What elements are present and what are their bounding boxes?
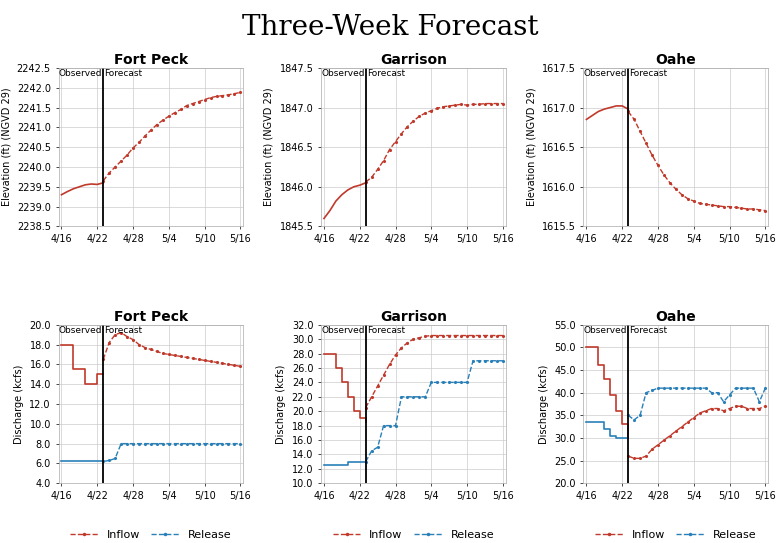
Y-axis label: Discharge (kcfs): Discharge (kcfs) [539, 364, 548, 444]
Text: Three-Week Forecast: Three-Week Forecast [242, 14, 538, 41]
Title: Fort Peck: Fort Peck [114, 310, 188, 324]
Title: Fort Peck: Fort Peck [114, 53, 188, 67]
Legend: Inflow, Release: Inflow, Release [590, 526, 761, 543]
Title: Garrison: Garrison [380, 53, 447, 67]
Text: Forecast: Forecast [105, 326, 143, 336]
Legend: Inflow, Release: Inflow, Release [328, 526, 498, 543]
Legend: Inflow, Release: Inflow, Release [66, 526, 236, 543]
Text: Forecast: Forecast [367, 70, 405, 78]
Text: Forecast: Forecast [367, 326, 405, 336]
Title: Oahe: Oahe [655, 53, 697, 67]
Y-axis label: Elevation (ft) (NGVD 29): Elevation (ft) (NGVD 29) [264, 88, 274, 206]
Title: Oahe: Oahe [655, 310, 697, 324]
Y-axis label: Discharge (kcfs): Discharge (kcfs) [14, 364, 24, 444]
Y-axis label: Elevation (ft) (NGVD 29): Elevation (ft) (NGVD 29) [2, 88, 11, 206]
Text: Forecast: Forecast [629, 70, 668, 78]
Text: Forecast: Forecast [629, 326, 668, 336]
Text: Observed: Observed [583, 70, 627, 78]
Text: Observed: Observed [583, 326, 627, 336]
Title: Garrison: Garrison [380, 310, 447, 324]
Text: Observed: Observed [58, 70, 102, 78]
Y-axis label: Elevation (ft) (NGVD 29): Elevation (ft) (NGVD 29) [526, 88, 537, 206]
Text: Observed: Observed [321, 326, 364, 336]
Text: Observed: Observed [58, 326, 102, 336]
Text: Forecast: Forecast [105, 70, 143, 78]
Y-axis label: Discharge (kcfs): Discharge (kcfs) [276, 364, 286, 444]
Text: Observed: Observed [321, 70, 364, 78]
